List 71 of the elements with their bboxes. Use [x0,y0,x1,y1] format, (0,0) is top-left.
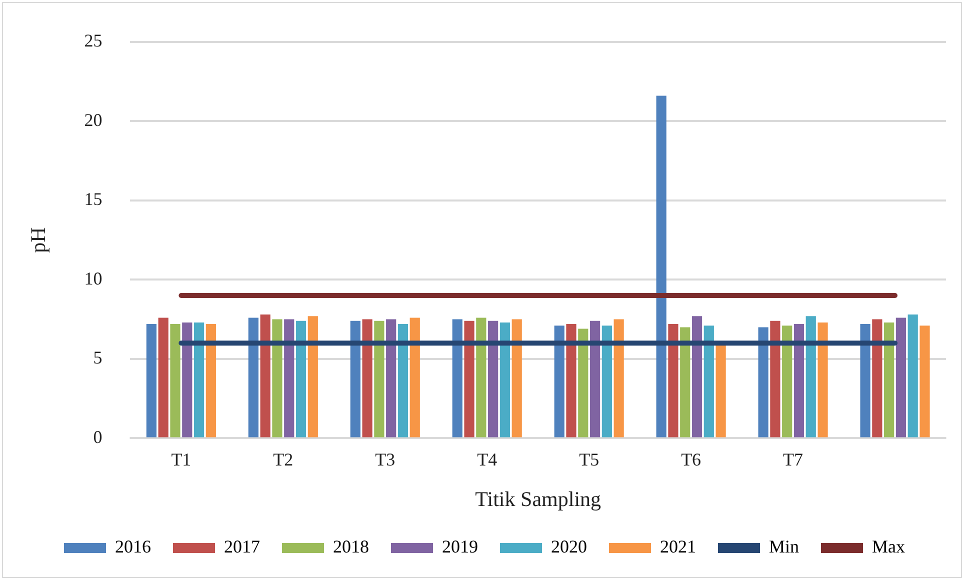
y-tick-label: 20 [84,110,102,130]
bar [920,326,930,438]
x-tick-label: T6 [681,450,702,470]
x-tick-label: T3 [375,450,396,470]
bar [488,320,498,438]
bar [758,327,768,438]
legend-label: 2021 [660,536,696,557]
bar [296,320,306,438]
bar [500,322,510,438]
bar [308,316,318,438]
y-tick-label: 25 [84,30,102,51]
y-tick-label: 15 [84,189,102,210]
bar [272,319,282,438]
bar [680,327,690,438]
bar [206,324,216,438]
bar [818,322,828,438]
bar [158,318,168,438]
bar [668,324,678,438]
bar [872,319,882,438]
bar [410,318,420,438]
bar [452,319,462,438]
bar [806,316,816,438]
bar [512,319,522,438]
y-tick-label: 0 [93,426,102,447]
bar [884,322,894,438]
legend-label: 2017 [224,536,260,557]
bar [248,318,258,438]
bar [398,324,408,438]
bar [794,324,804,438]
bar [182,322,192,438]
bar [704,326,714,438]
bar [554,326,564,438]
legend-label: 2018 [333,536,369,557]
y-tick-label: 10 [84,268,102,288]
legend-label: 2019 [442,536,478,557]
bar [566,324,576,438]
bar [716,344,726,438]
legend-label: Min [769,536,800,557]
legend-label: Max [872,536,906,557]
bar [146,324,156,438]
bar [362,319,372,438]
bar [386,319,396,438]
bar [476,318,486,438]
x-tick-label: T2 [273,450,294,470]
bar [590,320,600,438]
x-tick-label: T1 [171,450,192,470]
bar [374,320,384,438]
bar [350,320,360,438]
y-axis-title: pH [26,227,50,253]
x-tick-label: T4 [477,450,498,470]
x-axis-title: Titik Sampling [475,486,602,511]
y-tick-label: 5 [93,348,102,368]
bar [194,322,204,438]
bar [578,328,588,438]
legend-label: 2020 [551,536,587,557]
bar [656,96,666,438]
bar [170,324,180,438]
bar [284,319,294,438]
bar [260,314,270,438]
bar [614,319,624,438]
bar [770,320,780,438]
bar [860,324,870,438]
x-tick-label: T7 [783,450,804,470]
bar [896,318,906,438]
bar [602,326,612,438]
legend-label: 2016 [115,536,151,557]
bar [464,320,474,438]
bar [692,316,702,438]
bar [782,326,792,438]
x-tick-label: T5 [579,450,600,470]
bar [908,314,918,438]
